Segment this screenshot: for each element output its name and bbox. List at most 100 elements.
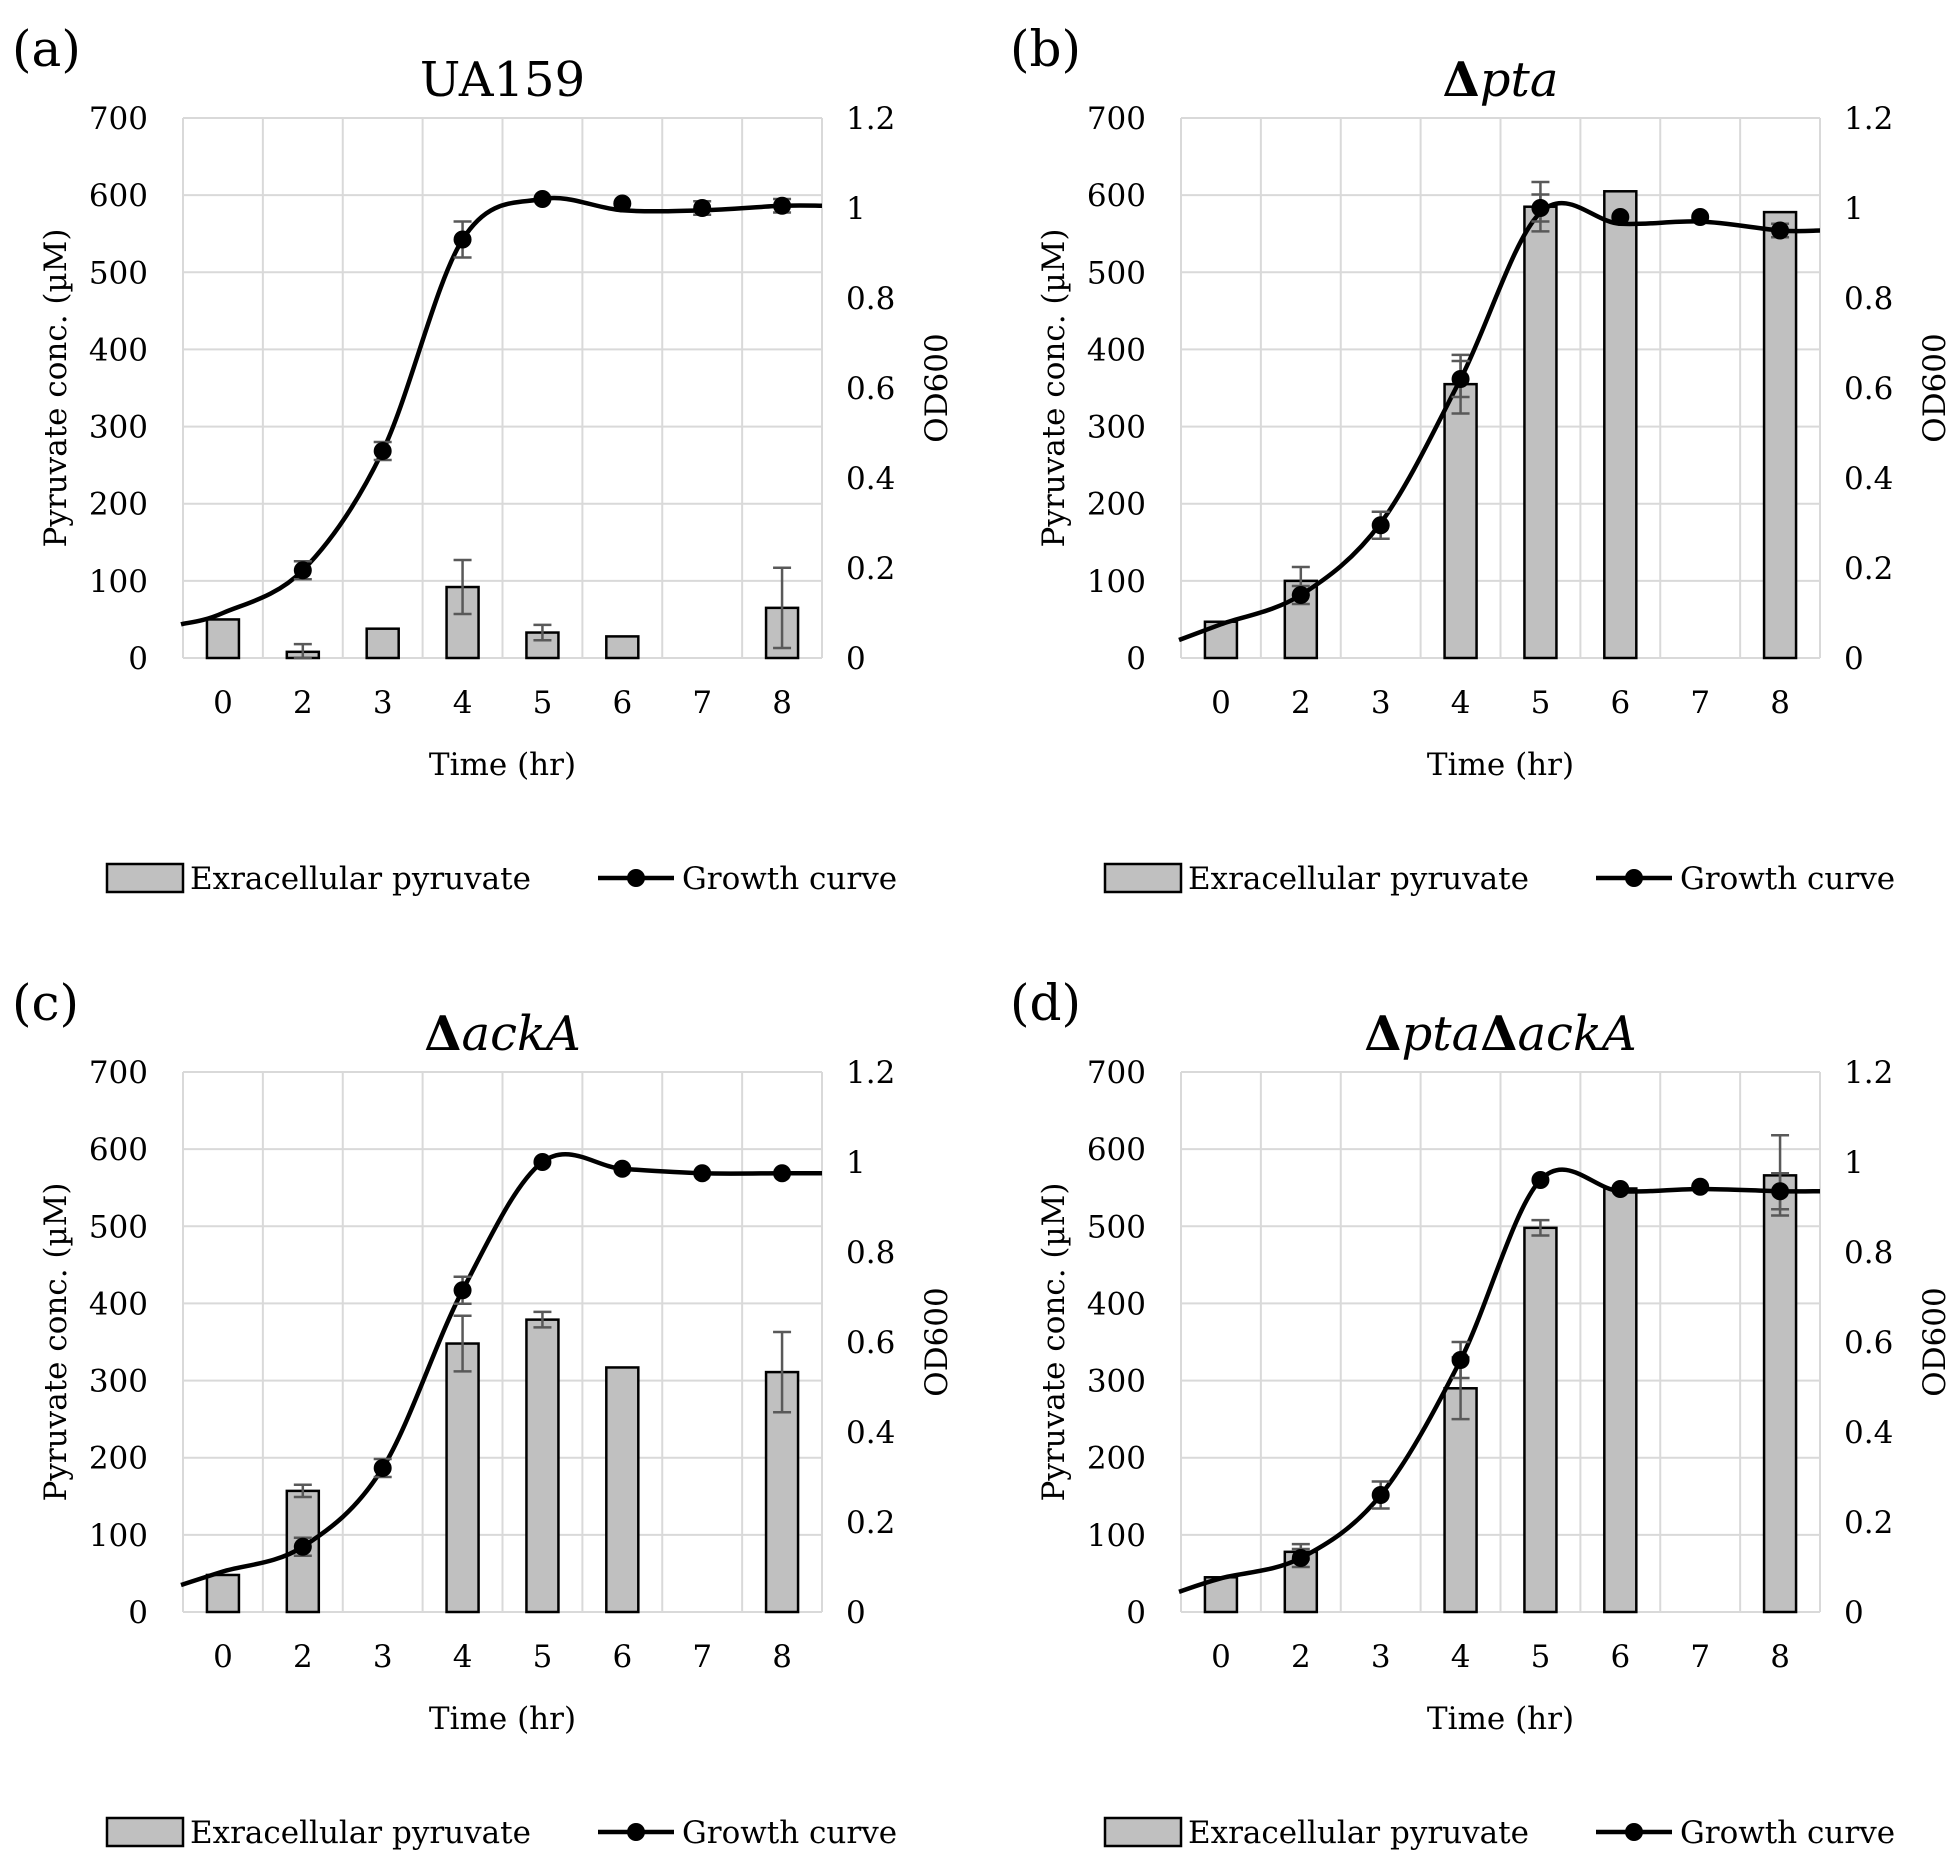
y-tick-label: 700 xyxy=(89,101,148,137)
y2-tick-label: 0.6 xyxy=(846,371,895,407)
bar xyxy=(1443,1387,1478,1614)
x-axis-label: Time (hr) xyxy=(1427,747,1574,783)
y2-tick-label: 0 xyxy=(1844,1595,1864,1631)
y2-tick-label: 1.2 xyxy=(1844,1055,1893,1091)
y2-axis-label: OD600 xyxy=(919,1287,955,1396)
y-tick-label: 400 xyxy=(1087,332,1146,368)
growth-curve-point xyxy=(1371,516,1390,535)
y2-tick-label: 0 xyxy=(846,641,866,677)
growth-curve-line xyxy=(180,1151,822,1588)
x-tick-label: 0 xyxy=(213,1639,233,1675)
y2-tick-label: 0.2 xyxy=(846,551,895,587)
y2-tick-label: 0.4 xyxy=(1844,1415,1893,1451)
legend-line-marker xyxy=(627,1823,645,1841)
growth-curve-point xyxy=(693,1164,712,1183)
y-tick-label: 600 xyxy=(89,1132,148,1168)
y-tick-label: 300 xyxy=(89,410,148,446)
growth-curve-point xyxy=(533,1153,552,1171)
x-axis-label: Time (hr) xyxy=(429,747,576,783)
bar xyxy=(1443,382,1478,660)
y2-axis-label: OD600 xyxy=(1917,1287,1953,1396)
bar xyxy=(1762,210,1798,660)
legend-line-label: Growth curve xyxy=(1680,1815,1895,1851)
y-tick-label: 700 xyxy=(1087,1055,1146,1091)
y-tick-label: 300 xyxy=(1087,410,1146,446)
x-tick-label: 4 xyxy=(1451,685,1471,721)
y-tick-label: 500 xyxy=(1087,255,1146,291)
legend-line-label: Growth curve xyxy=(682,1815,897,1851)
bar xyxy=(1603,1187,1638,1614)
y-tick-label: 400 xyxy=(89,1286,148,1322)
y-tick-label: 500 xyxy=(89,255,148,291)
bar xyxy=(1762,1174,1798,1614)
chart-title: UA159 xyxy=(420,52,585,108)
x-tick-label: 0 xyxy=(213,685,233,721)
x-tick-label: 8 xyxy=(1770,685,1790,721)
title-text: ackA xyxy=(462,1006,581,1062)
x-tick-label: 6 xyxy=(1610,1639,1630,1675)
bar xyxy=(605,635,640,660)
bar xyxy=(205,618,241,660)
y2-tick-label: 0.6 xyxy=(1844,1325,1893,1361)
x-tick-label: 7 xyxy=(1690,685,1710,721)
y-tick-label: 100 xyxy=(89,564,148,600)
panel-label: (a) xyxy=(12,20,81,78)
panel-label: (d) xyxy=(1010,974,1081,1032)
legend-line-label: Growth curve xyxy=(1680,861,1895,897)
x-tick-label: 2 xyxy=(1291,1639,1311,1675)
x-tick-label: 6 xyxy=(612,1639,632,1675)
chart-title: ΔackA xyxy=(424,1006,581,1062)
growth-curve-point xyxy=(1531,1171,1550,1189)
x-tick-label: 3 xyxy=(1371,1639,1391,1675)
y-tick-label: 100 xyxy=(1087,564,1146,600)
x-axis-label: Time (hr) xyxy=(429,1701,576,1737)
growth-curve-point xyxy=(293,1537,312,1556)
title-text: UA159 xyxy=(420,52,585,108)
bar xyxy=(365,627,400,660)
bar xyxy=(1603,190,1638,660)
y-tick-label: 200 xyxy=(89,487,148,523)
growth-curve-point xyxy=(1531,199,1550,217)
bar xyxy=(605,1366,640,1614)
x-tick-label: 5 xyxy=(533,685,553,721)
y-tick-label: 600 xyxy=(1087,178,1146,214)
x-tick-label: 6 xyxy=(612,685,632,721)
legend-bar-label: Exracellular pyruvate xyxy=(190,1815,531,1851)
growth-curve-point xyxy=(613,1159,632,1178)
chart-panel: (a) UA159 0 100 200 300 400 500 600 700 0 0.2 0.4 0.6… xyxy=(12,20,955,897)
y-tick-label: 0 xyxy=(1126,641,1146,677)
chart-panel: (d) ΔptaΔackA 0 100 200 300 400 500 600 700 0 0.2 0.… xyxy=(1010,974,1953,1851)
x-tick-label: 7 xyxy=(1690,1639,1710,1675)
y-tick-label: 200 xyxy=(1087,1441,1146,1477)
legend-bar-swatch xyxy=(1103,862,1183,894)
y-tick-label: 0 xyxy=(1126,1595,1146,1631)
title-text: pta xyxy=(1402,1006,1481,1062)
y2-tick-label: 1.2 xyxy=(846,1055,895,1091)
y2-tick-label: 0.8 xyxy=(1844,1235,1893,1271)
growth-curve-point xyxy=(773,1164,792,1183)
growth-curve-point xyxy=(453,230,472,249)
legend-bar-swatch xyxy=(105,1816,185,1848)
growth-curve-point xyxy=(1451,1351,1470,1369)
growth-curve-point xyxy=(373,442,392,460)
bar xyxy=(205,1573,241,1614)
growth-curve-line xyxy=(1178,200,1821,643)
growth-curve-point xyxy=(1611,208,1630,226)
y-tick-label: 700 xyxy=(1087,101,1146,137)
x-tick-label: 5 xyxy=(1531,685,1551,721)
y-tick-label: 200 xyxy=(1087,487,1146,523)
bar xyxy=(1523,1226,1558,1614)
y2-axis-label: OD600 xyxy=(919,333,955,442)
bar xyxy=(445,1342,480,1614)
growth-curve-point xyxy=(293,561,312,580)
x-tick-label: 3 xyxy=(373,685,393,721)
bar xyxy=(525,1318,560,1614)
x-tick-label: 3 xyxy=(373,1639,393,1675)
growth-curve-point xyxy=(533,190,552,208)
title-delta-symbol: Δ xyxy=(1443,52,1480,108)
y2-tick-label: 0.8 xyxy=(846,1235,895,1271)
y-tick-label: 500 xyxy=(89,1209,148,1245)
chart-panel: (c) ΔackA 0 100 200 300 400 500 600 700 0 0.2 0.4 0.6… xyxy=(12,974,955,1851)
title-text: ackA xyxy=(1517,1006,1636,1062)
